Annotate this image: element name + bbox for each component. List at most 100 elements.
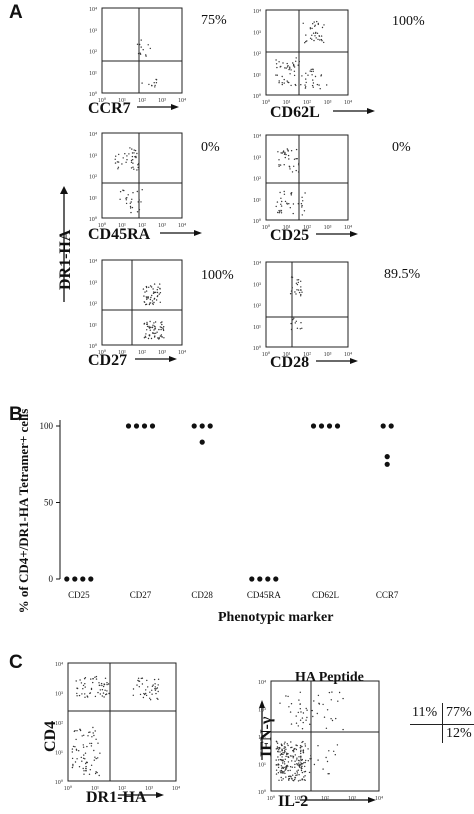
cd62l-plot-event-dot bbox=[305, 40, 307, 43]
cd45ra-plot-event-dot bbox=[127, 194, 129, 196]
cd4-plot-event-dot bbox=[92, 732, 94, 734]
cd27-plot-event-dot bbox=[146, 298, 148, 301]
cd4-plot-event-dot bbox=[140, 677, 142, 680]
ha-peptide-title: HA Peptide bbox=[295, 670, 364, 685]
ifng-plot-event-dot bbox=[299, 708, 301, 710]
ifng-plot-event-dot bbox=[296, 764, 299, 766]
marker-arrowhead bbox=[350, 358, 358, 364]
ifng-plot-event-dot bbox=[276, 742, 279, 744]
cd25-plot-event-dot bbox=[283, 190, 285, 193]
ifng-plot-event-dot bbox=[294, 778, 296, 781]
cd4-plot-event-dot bbox=[84, 677, 87, 679]
panel-a-flow-plots: 10⁰10⁰10¹10¹10²10²10³10³10⁴10⁴10⁰10⁰10¹1… bbox=[60, 7, 375, 364]
ifng-plot-event-dot bbox=[286, 743, 288, 745]
ccr7-axis-label: CCR7 bbox=[88, 100, 131, 117]
ifng-plot-event-dot bbox=[331, 719, 334, 722]
cd4-plot-event-dot bbox=[97, 757, 99, 759]
cd62l-plot-event-dot bbox=[281, 75, 283, 78]
cd4-plot-event-dot bbox=[98, 682, 100, 684]
cd62l-plot-event-dot bbox=[317, 23, 319, 26]
cd4-plot-event-dot bbox=[83, 773, 85, 775]
ifng-plot-event-dot bbox=[296, 759, 298, 761]
cd4-plot-event-dot bbox=[84, 683, 86, 685]
cd4-plot-event-dot bbox=[89, 692, 91, 695]
ifng-plot-ytick: 10⁰ bbox=[258, 789, 267, 796]
ifng-plot-event-dot bbox=[325, 756, 327, 759]
cd4-plot-event-dot bbox=[132, 688, 135, 690]
cd4-plot-event-dot bbox=[99, 689, 102, 691]
cd4-plot-event-dot bbox=[76, 695, 78, 697]
cd27-plot-event-dot bbox=[145, 286, 148, 289]
ifng-plot-event-dot bbox=[311, 709, 313, 712]
ifng-plot-event-dot bbox=[304, 761, 306, 764]
ifng-plot-event-dot bbox=[304, 745, 307, 747]
cd28-plot-event-dot bbox=[300, 293, 302, 296]
cd45ra-plot-event-dot bbox=[131, 198, 133, 200]
ifng-plot-event-dot bbox=[300, 749, 302, 751]
cd62l-plot-event-dot bbox=[311, 34, 313, 36]
cd28-plot-event-dot bbox=[292, 318, 294, 321]
ccr7-plot-ytick: 10¹ bbox=[89, 71, 97, 77]
cd25-plot-event-dot bbox=[289, 168, 291, 170]
cd62l-plot-event-dot bbox=[318, 35, 321, 37]
cd4-plot-ytick: 10² bbox=[55, 721, 63, 727]
cd62l-plot-event-dot bbox=[312, 86, 314, 88]
ifng-plot-event-dot bbox=[294, 760, 296, 762]
cd25-plot-event-dot bbox=[292, 212, 294, 215]
cd28-plot-xtick: 10¹ bbox=[283, 352, 291, 358]
cd4-plot-event-dot bbox=[71, 757, 74, 760]
ifng-plot-event-dot bbox=[297, 769, 299, 771]
ifng-plot-event-dot bbox=[281, 770, 283, 772]
cd4-plot-xtick: 10⁴ bbox=[172, 786, 180, 792]
cd25-plot-event-dot bbox=[279, 191, 281, 194]
ifng-plot-event-dot bbox=[277, 747, 280, 749]
cd4-plot-event-dot bbox=[83, 754, 85, 756]
ccr7-plot-event-dot bbox=[139, 53, 142, 55]
cd27-plot-event-dot bbox=[160, 334, 163, 336]
ifng-plot-event-dot bbox=[303, 776, 305, 778]
ifng-plot-event-dot bbox=[284, 746, 287, 748]
cd25-plot-event-dot bbox=[281, 200, 283, 203]
cd27-plot-event-dot bbox=[163, 326, 165, 328]
cd45ra-plot-event-dot bbox=[121, 163, 123, 165]
cd45ra-plot-event-dot bbox=[131, 206, 134, 209]
ifng-plot-event-dot bbox=[291, 777, 293, 780]
panel-c-letter: C bbox=[9, 652, 23, 673]
ifng-plot-event-dot bbox=[289, 775, 291, 777]
cd27-plot-event-dot bbox=[158, 338, 160, 340]
cd27-plot-event-dot bbox=[146, 323, 148, 325]
ccr7-plot-event-dot bbox=[136, 43, 139, 45]
cd25-plot-event-dot bbox=[301, 196, 303, 198]
ifng-plot-event-dot bbox=[328, 750, 330, 752]
cd4-plot-event-dot bbox=[145, 692, 147, 695]
ifng-plot-event-dot bbox=[296, 770, 298, 772]
ifng-plot-event-dot bbox=[285, 748, 287, 750]
cd27-plot-event-dot bbox=[153, 325, 156, 327]
cd4-plot-event-dot bbox=[75, 738, 77, 741]
cd27-plot-event-dot bbox=[162, 329, 165, 332]
cd62l-plot-event-dot bbox=[288, 68, 290, 71]
cd25-plot-event-dot bbox=[293, 158, 296, 160]
ifng-plot-event-dot bbox=[279, 754, 282, 756]
cd28-plot-event-dot bbox=[296, 283, 299, 286]
cd25-plot-event-dot bbox=[290, 194, 292, 196]
quadrant-upper-right-stat: 77% bbox=[446, 705, 472, 720]
cd45ra-plot-event-dot bbox=[138, 199, 140, 201]
cd62l-plot-event-dot bbox=[292, 62, 294, 64]
ifng-plot-event-dot bbox=[293, 751, 295, 753]
ifng-plot-event-dot bbox=[299, 764, 301, 766]
cd45ra-plot-xtick: 10² bbox=[138, 223, 146, 229]
ifng-plot-event-dot bbox=[317, 694, 320, 697]
ifng-plot-event-dot bbox=[282, 762, 284, 764]
cd45ra-plot-xtick: 10⁰ bbox=[98, 222, 107, 229]
cd62l-plot-event-dot bbox=[323, 41, 325, 44]
ifng-plot-event-dot bbox=[301, 771, 304, 774]
ifng-plot-event-dot bbox=[296, 774, 298, 776]
ifng-plot-event-dot bbox=[295, 748, 298, 751]
cd62l-plot-event-dot bbox=[278, 80, 280, 82]
cd45ra-plot-event-dot bbox=[125, 197, 127, 199]
ifng-plot-event-dot bbox=[323, 716, 326, 718]
ifng-plot-event-dot bbox=[298, 759, 300, 762]
cd4-plot-event-dot bbox=[100, 682, 103, 685]
cd27-plot-event-dot bbox=[152, 292, 155, 294]
